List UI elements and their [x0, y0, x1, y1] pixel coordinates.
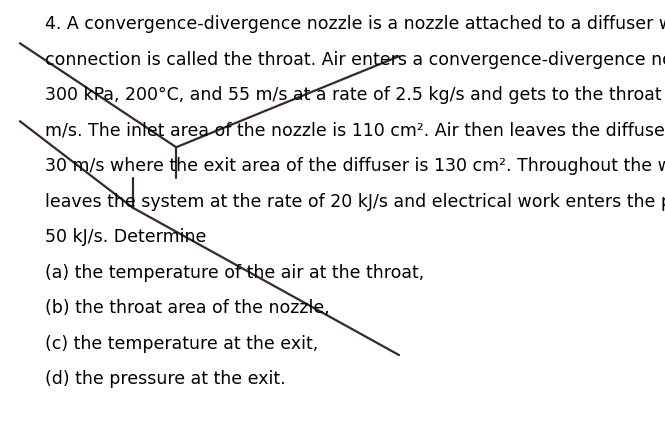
- Text: connection is called the throat. Air enters a convergence-divergence nozzle stea: connection is called the throat. Air ent…: [45, 51, 665, 69]
- Text: (d) the pressure at the exit.: (d) the pressure at the exit.: [45, 370, 286, 388]
- Text: 4. A convergence-divergence nozzle is a nozzle attached to a diffuser where the: 4. A convergence-divergence nozzle is a …: [45, 15, 665, 33]
- Text: m/s. The inlet area of the nozzle is 110 cm². Air then leaves the diffuser at th: m/s. The inlet area of the nozzle is 110…: [45, 122, 665, 140]
- Text: 300 kPa, 200°C, and 55 m/s at a rate of 2.5 kg/s and gets to the throat at 100 k: 300 kPa, 200°C, and 55 m/s at a rate of …: [45, 86, 665, 104]
- Text: (c) the temperature at the exit,: (c) the temperature at the exit,: [45, 335, 319, 353]
- Text: 30 m/s where the exit area of the diffuser is 130 cm². Throughout the whole pass: 30 m/s where the exit area of the diffus…: [45, 157, 665, 175]
- Text: (a) the temperature of the air at the throat,: (a) the temperature of the air at the th…: [45, 264, 424, 282]
- Text: leaves the system at the rate of 20 kJ/s and electrical work enters the passage : leaves the system at the rate of 20 kJ/s…: [45, 193, 665, 211]
- Text: 50 kJ/s. Determine: 50 kJ/s. Determine: [45, 228, 207, 246]
- Text: (b) the throat area of the nozzle,: (b) the throat area of the nozzle,: [45, 299, 330, 317]
